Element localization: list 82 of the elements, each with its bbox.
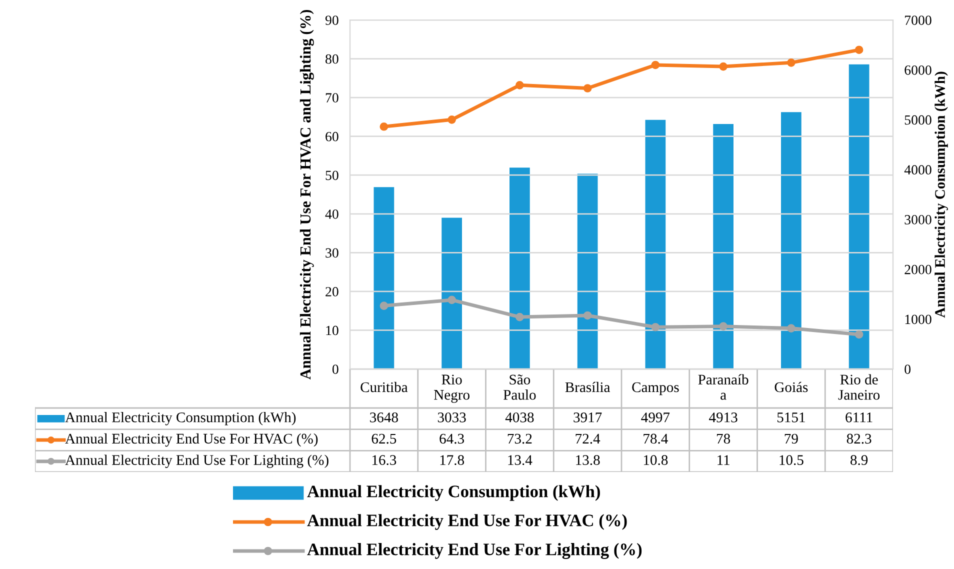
y2-tick-label: 5000 <box>904 115 932 125</box>
point <box>448 115 456 124</box>
y-tick-label: 60 <box>326 132 338 142</box>
point <box>787 58 796 67</box>
legend-label: Annual Electricity Consumption (kWh) <box>65 412 296 426</box>
point <box>516 80 524 90</box>
data-label: 4997 <box>641 412 670 422</box>
y-tick-label: 40 <box>325 209 338 219</box>
y2-tick-label: 2000 <box>904 264 932 274</box>
x-tick-label: Rio Negro <box>434 374 470 403</box>
point <box>719 62 728 71</box>
data-label: 10.8 <box>644 455 668 466</box>
legend-label: Annual Electricity End Use For Lighting (%) <box>65 454 328 468</box>
data-label: 78 <box>716 434 730 444</box>
point <box>380 122 388 131</box>
bar <box>645 120 666 369</box>
bar <box>781 112 802 369</box>
text: Annual Electricity Consumption (kWh) <box>307 485 600 501</box>
data-label: 11 <box>718 455 730 465</box>
y-tick-label: 10 <box>326 326 338 336</box>
data-label: 78.4 <box>644 434 668 444</box>
point <box>719 322 728 331</box>
y2-tick-label: 3000 <box>904 215 932 224</box>
data-label: 4913 <box>709 412 738 422</box>
data-label: 3033 <box>438 412 466 422</box>
bar <box>577 174 598 369</box>
legend-label: Annual Electricity End Use For HVAC (%) <box>65 433 318 447</box>
y-axis-title: Annual Electricity End Use For HVAC and Lighting (%) <box>300 10 314 380</box>
data-label: 6111 <box>846 412 872 422</box>
x-tick-label: São Paulo <box>504 374 536 400</box>
point <box>583 84 592 92</box>
x-tick-label: Goiás <box>774 382 808 392</box>
y-tick-label: 20 <box>326 287 338 296</box>
point <box>583 311 592 320</box>
data-label: 13.8 <box>576 455 600 466</box>
data-label: 5151 <box>777 412 805 422</box>
x-tick-label: Rio de Janeiro <box>838 374 880 400</box>
y2-tick-label: 0 <box>904 364 911 374</box>
y2-axis-title: Annual Electricity Consumption (kWh) <box>934 72 948 318</box>
bar <box>510 168 530 369</box>
x-tick-label: Brasília <box>565 382 610 392</box>
y2-tick-label: 4000 <box>904 165 932 175</box>
data-label: 3648 <box>370 412 398 422</box>
point <box>448 296 456 304</box>
y-tick-label: 0 <box>332 364 338 374</box>
y2-tick-label: 7000 <box>905 16 932 25</box>
data-label: 4038 <box>505 412 534 422</box>
point <box>854 330 864 339</box>
point <box>651 60 660 70</box>
point <box>787 324 796 332</box>
point <box>516 312 524 322</box>
text: Annual Electricity End Use For HVAC (%) <box>307 514 627 530</box>
point <box>854 46 864 54</box>
y2-tick-label: 1000 <box>905 314 932 324</box>
data-label: 62.5 <box>372 434 396 444</box>
data-label: 10.5 <box>780 455 804 466</box>
data-label: 13.4 <box>508 455 532 466</box>
y-tick-label: 70 <box>326 93 338 103</box>
point <box>380 302 388 310</box>
data-label: 3917 <box>574 412 602 422</box>
data-label: 17.8 <box>440 455 464 466</box>
bar <box>848 64 870 369</box>
x-tick-label: Campos <box>632 382 679 396</box>
y-tick-label: 90 <box>325 16 338 25</box>
bar <box>442 218 462 369</box>
data-label: 73.2 <box>508 434 532 444</box>
point <box>651 322 660 332</box>
x-tick-label: Paranaíb a <box>698 374 748 400</box>
bar <box>713 124 734 369</box>
y-tick-label: 30 <box>326 248 338 258</box>
bar <box>374 187 394 369</box>
y2-tick-label: 6000 <box>904 65 932 75</box>
y-tick-label: 50 <box>326 170 338 180</box>
data-label: 8.9 <box>850 455 868 466</box>
x-tick-label: Curitiba <box>360 382 408 392</box>
text: Annual Electricity End Use For Lighting (%) <box>307 543 642 559</box>
data-label: 16.3 <box>372 455 396 466</box>
y-tick-label: 80 <box>326 54 338 64</box>
data-label: 72.4 <box>576 434 600 444</box>
data-label: 79 <box>784 434 798 444</box>
data-label: 64.3 <box>440 434 464 444</box>
data-label: 82.3 <box>846 434 872 444</box>
